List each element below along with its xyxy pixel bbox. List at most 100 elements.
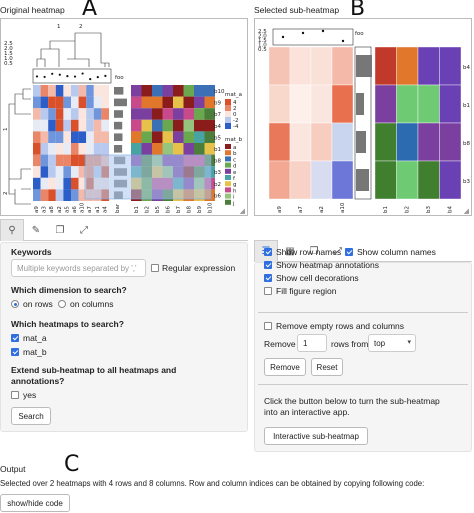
heatmap-cell [331,160,354,200]
remove-button[interactable]: Remove [264,358,306,376]
category-cell [141,143,152,155]
heatmap-cell [93,119,102,132]
search-button[interactable]: Search [11,407,51,425]
column-label: b3 [426,206,432,213]
mat-b-checkbox[interactable] [11,348,19,356]
heatmap-cell [71,154,79,167]
keywords-input[interactable]: Multiple keywords separated by ',' [11,259,146,277]
category-cell [162,108,173,120]
heatmap-cell [33,131,41,143]
category-cell [194,85,205,97]
heatmap-cell [48,131,56,143]
category-cell [173,85,184,97]
regex-checkbox[interactable] [151,264,159,272]
resize-handle-icon[interactable]: ◢ [463,208,469,215]
heatmap-cell [331,84,354,124]
tab-table[interactable]: ▦ [278,240,302,262]
foo-annotation [272,28,354,46]
heatmap-cell [86,131,94,143]
category-cell [173,96,184,109]
category-cell [417,46,440,86]
resize-handle-icon[interactable]: ◢ [239,208,245,215]
tab-expand[interactable]: ⤢ [72,219,96,241]
heatmap-cell [48,108,56,120]
row-dendrogram [8,88,31,205]
tab-images-right[interactable]: ❐ [302,240,326,262]
bar-annotation [114,121,123,130]
mat-a-checkbox[interactable] [11,334,19,342]
category-cell [152,85,163,97]
heatmap-cell [63,96,71,109]
heatmap-cell [40,177,49,190]
column-label: a3 [42,206,48,213]
heatmap-cell [63,131,71,143]
heatmap-cell [101,143,109,155]
interactive-sub-heatmap-button[interactable]: Interactive sub-heatmap [264,427,368,445]
row-label: b5 [214,135,221,141]
heatmap-cell [71,108,79,120]
heatmap-cell [78,119,87,132]
output-title: Output [0,464,26,474]
category-cell [396,122,419,162]
category-cell [396,160,419,200]
column-label: a2 [57,206,63,213]
foo-point [35,75,39,78]
column-label: a7 [298,206,304,213]
show-heatmap-annotations-checkbox[interactable] [264,261,272,269]
selected-heatmap-panel[interactable]: 2.5 2.0 1.5 1.0 0.5 foo b4 b1 b8 b3 a9 a7 a2 a10 b1 b2 b… [254,18,472,216]
column-label: b5 [155,206,161,213]
tab-search[interactable]: ⚲ [0,219,24,241]
show-cell-decorations-checkbox[interactable] [264,274,272,282]
tab-expand-right[interactable]: ⤢ [326,240,350,262]
heatmap-cell [48,166,56,178]
category-cell [173,119,184,132]
heatmap-cell [63,189,71,201]
heatmap-cell [86,143,94,155]
rows-from-value: top [374,338,386,348]
heatmap-cell [55,166,64,178]
category-cell [374,84,397,124]
on-rows-radio[interactable] [11,300,19,308]
on-columns-radio[interactable] [58,300,66,308]
legend-tick: 4 [233,100,237,106]
scale-tick: 1.5 [258,38,267,44]
original-heatmap-panel[interactable]: 2.5 2.0 1.5 1.0 0.5 foo 1 2 1 2 b10 b9 b7 b4 b5 b1 b8 b3 b… [0,18,248,216]
legend-item: f [233,176,236,182]
category-cell [183,119,194,132]
fill-figure-region-label: Fill figure region [276,286,337,296]
remove-count-input[interactable]: 1 [297,334,327,352]
heatmap-cell [71,189,79,201]
remove-empty-checkbox[interactable] [264,322,272,330]
divider [258,312,468,313]
show-row-names-checkbox[interactable] [264,248,272,256]
bar-annotation [114,87,124,95]
extend-label-2: annotations? [11,376,65,386]
category-cell [131,131,142,143]
show-hide-code-button[interactable]: show/hide code [0,494,70,512]
extend-yes-checkbox[interactable] [11,391,19,399]
rows-from-select[interactable]: top ▾ [368,334,416,352]
legend-tick: -4 [233,124,239,130]
heatmap-cell [48,154,56,167]
images-icon: ❐ [55,224,65,236]
category-cell [152,131,163,143]
heatmap-cell [33,189,41,201]
heatmap-cell [71,143,79,155]
heatmap-cell [55,108,64,120]
category-cell [439,160,462,200]
fill-figure-region-checkbox[interactable] [264,287,272,295]
category-cell [162,131,173,143]
column-label: a5 [64,206,70,213]
legend-swatch [225,99,231,105]
category-cell [396,46,419,86]
show-column-names-checkbox[interactable] [345,248,353,256]
heatmap-cell [55,96,64,109]
heatmap-cell [78,108,87,120]
category-cell [439,84,462,124]
tab-images[interactable]: ❐ [48,219,72,241]
tab-brush[interactable]: ✎ [24,219,48,241]
reset-button[interactable]: Reset [311,358,343,376]
column-label: a2 [319,206,325,213]
cluster-label: 2 [79,24,83,30]
